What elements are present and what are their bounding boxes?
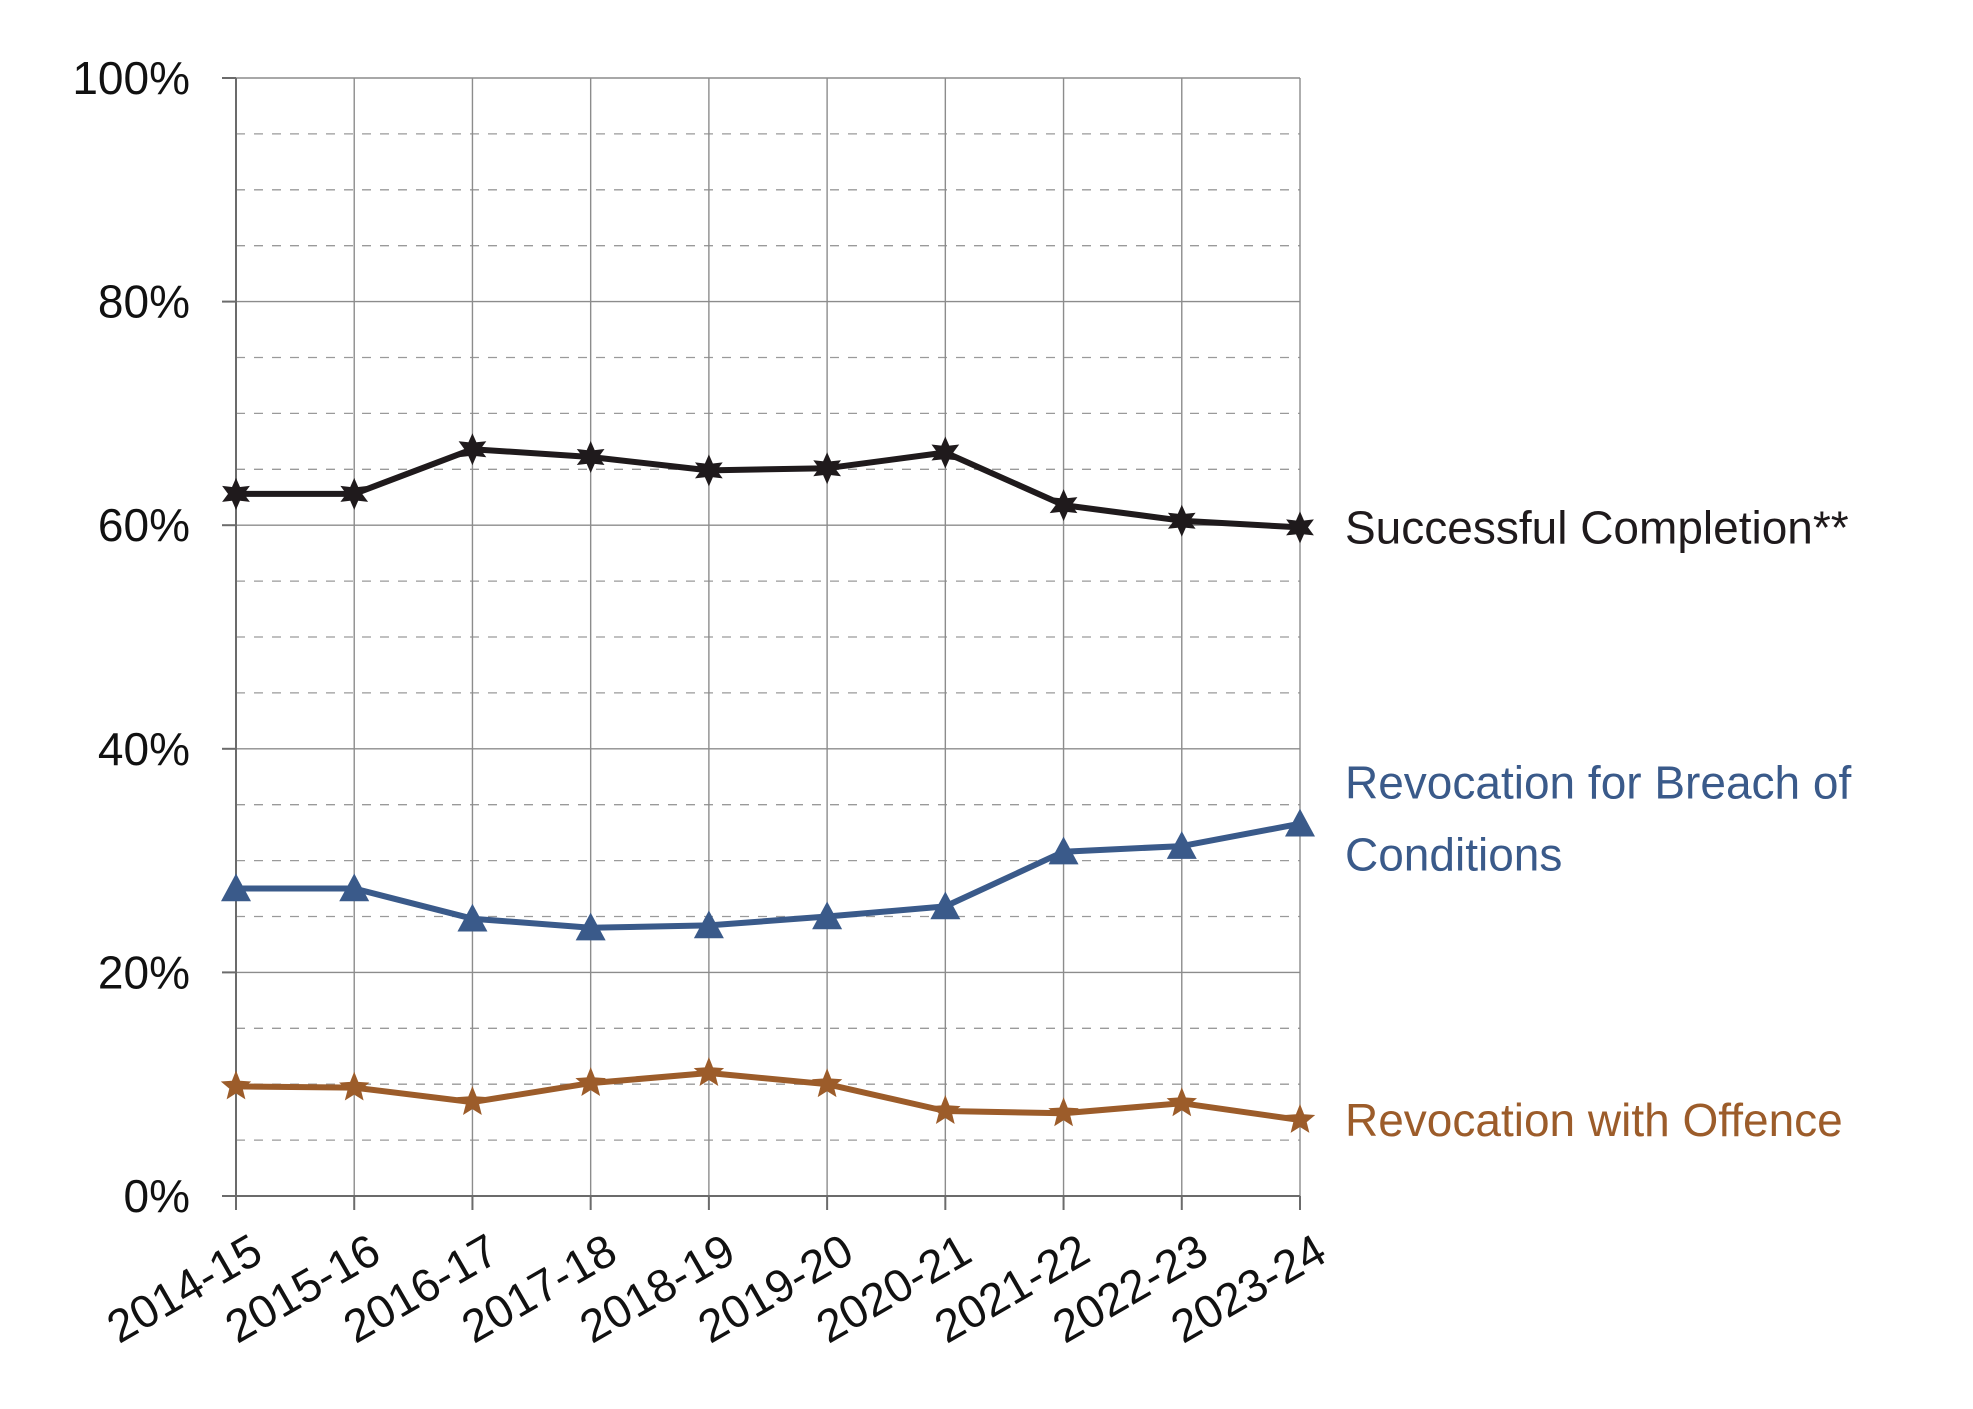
data-point xyxy=(1285,808,1315,837)
series-label: Successful Completion** xyxy=(1345,501,1849,553)
data-point xyxy=(1048,836,1079,865)
series-label: Revocation for Breach of Conditions xyxy=(1345,757,1851,881)
data-point xyxy=(811,1068,843,1098)
series-label: Revocation with Offence xyxy=(1345,1094,1843,1146)
data-point xyxy=(575,912,606,941)
data-point xyxy=(1284,1104,1316,1133)
data-point xyxy=(457,903,488,932)
series-label-line: Revocation with Offence xyxy=(1345,1094,1843,1146)
data-point xyxy=(1049,489,1078,522)
series-layer xyxy=(220,433,1316,1133)
series-line xyxy=(233,1070,1303,1123)
data-point xyxy=(339,1071,370,1101)
data-point xyxy=(693,910,724,939)
series-label-line: Successful Completion** xyxy=(1345,501,1849,553)
data-point xyxy=(1166,831,1197,859)
data-point xyxy=(220,1070,252,1100)
data-point xyxy=(813,452,841,485)
data-point xyxy=(1167,504,1196,537)
y-tick-label: 60% xyxy=(98,499,190,551)
data-point xyxy=(222,477,250,510)
data-point xyxy=(695,454,723,487)
y-tick-label: 40% xyxy=(98,723,190,775)
data-point xyxy=(575,1067,606,1096)
data-point xyxy=(457,1086,488,1115)
data-point xyxy=(812,901,843,930)
axes xyxy=(222,77,1301,1210)
data-point xyxy=(458,433,487,466)
data-point xyxy=(930,891,961,920)
series-2 xyxy=(220,1057,1316,1133)
minor-gridlines xyxy=(236,133,1300,1141)
series-1 xyxy=(221,808,1315,941)
data-point xyxy=(339,873,370,902)
data-point xyxy=(930,1095,961,1124)
major-gridlines xyxy=(236,77,1301,1196)
series-label-line: Revocation for Breach of xyxy=(1345,757,1851,809)
data-point xyxy=(931,436,960,469)
y-tick-label: 80% xyxy=(98,276,190,328)
data-point xyxy=(1048,1097,1079,1127)
data-point xyxy=(221,873,251,902)
data-point xyxy=(340,477,369,510)
y-tick-label: 100% xyxy=(72,52,190,104)
data-point xyxy=(576,441,605,473)
data-point xyxy=(1166,1087,1197,1117)
series-labels: Successful Completion** Revocation for Br… xyxy=(1345,501,1851,1146)
series-0 xyxy=(222,433,1314,544)
y-tick-label: 20% xyxy=(98,946,190,998)
series-line xyxy=(233,820,1303,931)
series-label-line: Conditions xyxy=(1345,829,1562,881)
data-point xyxy=(693,1057,725,1086)
y-axis-tick-labels: 0% 20% 40% 60% 80% 100% xyxy=(72,52,190,1222)
x-axis-tick-labels: 2014-152015-162016-172017-182018-192019-… xyxy=(98,1224,1334,1353)
y-tick-label: 0% xyxy=(124,1170,190,1222)
series-line xyxy=(233,446,1303,531)
data-point xyxy=(1286,511,1314,544)
